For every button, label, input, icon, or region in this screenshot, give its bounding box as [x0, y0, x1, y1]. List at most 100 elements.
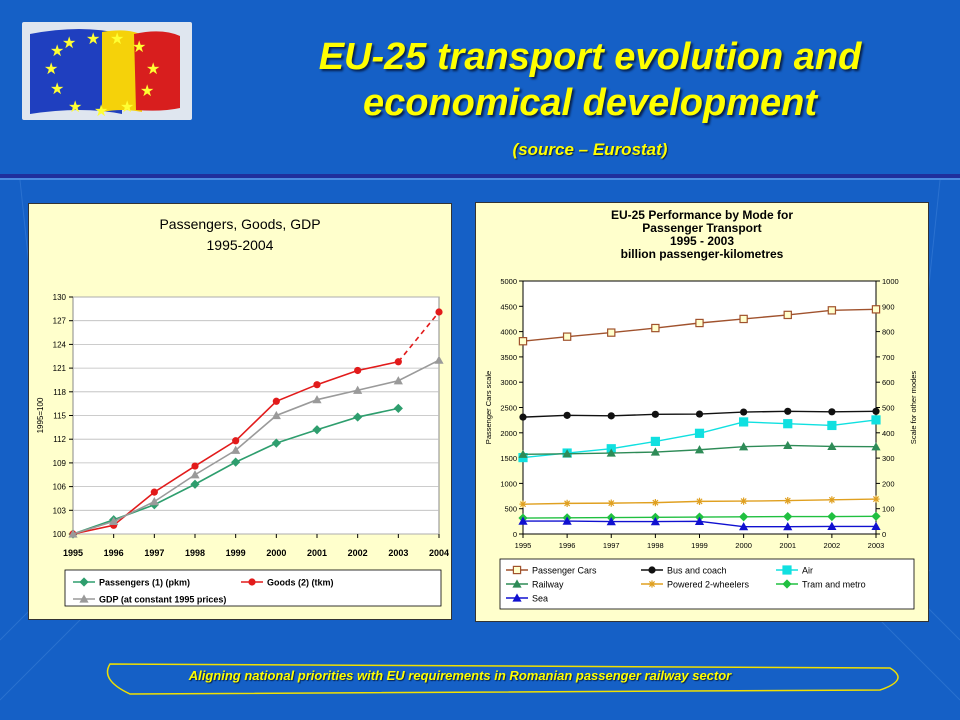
data-point: [828, 496, 836, 504]
data-point: [232, 437, 240, 445]
x-tick-label: 2004: [429, 548, 449, 558]
data-point: [827, 521, 837, 531]
svg-text:★: ★: [62, 35, 76, 52]
y-tick-label-right: 100: [882, 505, 895, 514]
data-point: [695, 497, 704, 505]
data-point: [739, 522, 749, 531]
legend-label: Passengers (1) (pkm): [99, 578, 190, 588]
data-point: [607, 328, 616, 337]
svg-text:★: ★: [140, 83, 154, 100]
y-tick-label-left: 4500: [500, 302, 517, 311]
y-tick-label: 118: [53, 388, 66, 397]
data-point: [607, 412, 615, 420]
y-tick-label-left: 1000: [500, 479, 517, 488]
chart-title-line: Passenger Transport: [642, 221, 761, 235]
legend-label: Bus and coach: [667, 566, 727, 576]
data-point: [827, 306, 837, 315]
data-point: [191, 462, 199, 470]
x-tick-label: 1998: [647, 541, 664, 550]
slide-title: EU-25 transport evolution and economical…: [240, 34, 940, 126]
legend-box: [64, 569, 442, 607]
footer-text: Aligning national priorities with EU req…: [188, 668, 732, 683]
data-point: [694, 428, 705, 438]
legend-box: [499, 558, 915, 610]
legend-marker: [79, 594, 89, 603]
data-point: [650, 436, 660, 447]
data-point: [190, 470, 200, 479]
y-tick-label-right: 500: [882, 404, 895, 413]
legend-label: Powered 2-wheelers: [667, 580, 750, 590]
x-tick-label: 1999: [691, 541, 708, 550]
data-point: [434, 355, 444, 364]
data-point: [150, 488, 158, 496]
data-point: [518, 516, 528, 525]
chart-subtitle: 1995-2004: [207, 237, 274, 253]
data-point: [871, 415, 881, 425]
data-point: [694, 445, 705, 454]
x-tick-label: 1995: [515, 541, 532, 550]
data-point: [739, 512, 749, 522]
data-point: [562, 516, 572, 525]
y-tick-label-right: 900: [882, 302, 895, 311]
y-tick-label-right: 700: [882, 353, 895, 362]
y-tick-label-left: 3500: [500, 353, 517, 362]
legend-marker: [79, 577, 89, 587]
series-7: [518, 516, 881, 531]
data-point: [739, 442, 749, 451]
y-axis-label-left: Passenger Cars scale: [484, 371, 493, 444]
data-point: [393, 376, 403, 385]
data-point: [827, 511, 837, 522]
y-tick-label: 106: [53, 483, 67, 492]
svg-text:★: ★: [50, 81, 64, 98]
x-tick-label: 2001: [307, 548, 327, 558]
data-point: [784, 407, 792, 415]
data-point: [694, 516, 705, 525]
y-tick-label-right: 0: [882, 530, 886, 539]
data-point: [872, 495, 880, 503]
data-point: [190, 479, 200, 489]
x-tick-label: 2002: [348, 548, 368, 558]
y-tick-label: 130: [53, 293, 67, 302]
y-tick-label-right: 800: [882, 328, 895, 337]
legend-marker: [512, 579, 522, 588]
series-line-dashed: [397, 311, 440, 363]
y-tick-label-left: 4000: [500, 328, 517, 337]
series-5: [519, 495, 880, 508]
data-point: [872, 407, 880, 415]
data-point: [312, 425, 322, 435]
y-tick-label: 127: [53, 317, 67, 326]
data-point: [783, 440, 793, 450]
x-tick-label: 1997: [144, 548, 164, 558]
title-line-1: EU-25 transport evolution and: [318, 36, 862, 78]
data-point: [783, 419, 793, 429]
slide-subtitle: (source – Eurostat): [512, 140, 668, 159]
chart-panel-left: Passengers, Goods, GDP 1995-2004 100 103 106…: [28, 203, 452, 620]
y-tick-label: 100: [53, 530, 67, 539]
legend-marker: [782, 565, 792, 575]
y-tick-label-right: 400: [882, 429, 895, 438]
legend: Passengers (1) (pkm) Goods (2) (tkm) GDP (…: [64, 569, 442, 607]
y-tick-label-left: 0: [513, 530, 517, 539]
data-point: [149, 497, 159, 506]
y-tick-label-right: 1000: [882, 277, 899, 286]
svg-text:★: ★: [132, 39, 146, 56]
y-tick-label: 121: [53, 364, 67, 373]
data-point: [231, 445, 241, 454]
x-tick-label: 1997: [603, 541, 620, 550]
svg-text:★: ★: [110, 31, 124, 48]
y-tick-label-left: 2500: [500, 404, 517, 413]
data-point: [740, 408, 748, 416]
series-2: [519, 407, 880, 421]
x-tick-label: 1996: [559, 541, 576, 550]
data-point: [871, 511, 881, 521]
svg-text:★: ★: [50, 43, 64, 60]
y-tick-label: 124: [53, 340, 67, 349]
data-point: [271, 410, 281, 420]
chart-title-line: 1995 - 2003: [670, 234, 734, 248]
x-tick-label: 2003: [388, 548, 408, 558]
data-point: [518, 337, 528, 346]
data-point: [563, 499, 571, 507]
data-point: [651, 323, 660, 333]
chart-panel-right: EU-25 Performance by Mode for Passenger T…: [475, 202, 929, 622]
legend-marker: [648, 566, 656, 574]
